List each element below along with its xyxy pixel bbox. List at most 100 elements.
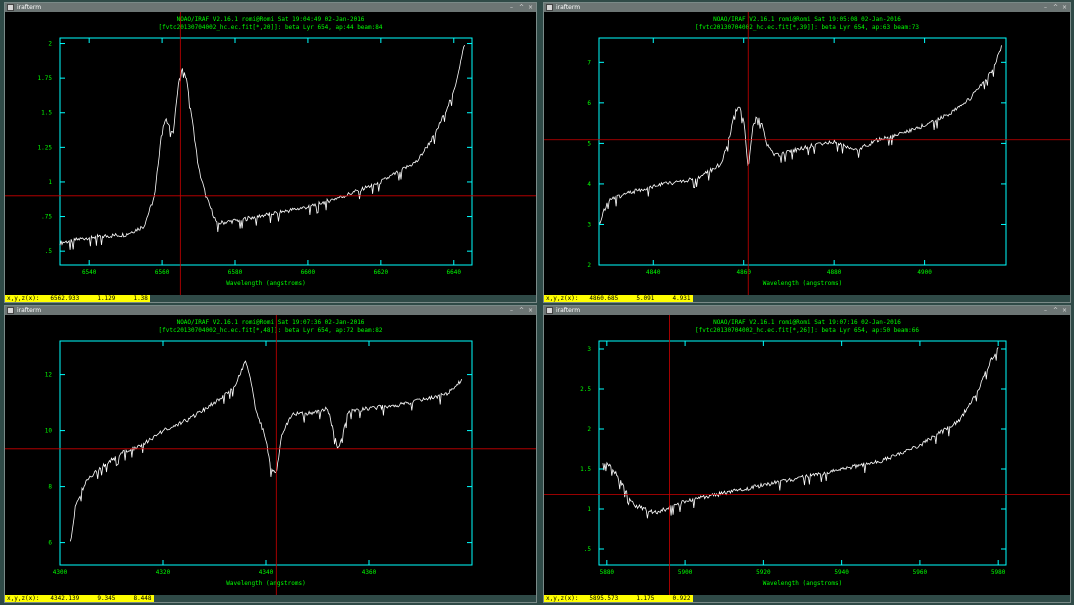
plot-background (5, 315, 536, 595)
x-tick-label: 5980 (991, 569, 1006, 576)
cursor-readout: x,y,z(x): 6562.933 1.129 1.38 (5, 295, 150, 302)
status-bar: x,y,z(x): 4860.685 5.091 4.931 (544, 295, 1070, 302)
x-tick-label: 6560 (155, 269, 170, 276)
y-tick-label: 2 (48, 41, 52, 48)
spectrum-chart[interactable]: NOAO/IRAF V2.16.1 romi@Romi Sat 19:04:49… (5, 12, 536, 295)
y-tick-label: 7 (587, 59, 591, 66)
readout-x: 4342.139 (50, 595, 80, 602)
plot-header-line2: [fvtc20130704002_hc.ec.fit[*,20]]: beta … (159, 24, 383, 31)
close-icon[interactable]: × (527, 4, 534, 11)
x-tick-label: 5960 (913, 569, 928, 576)
window-title: irafterm (17, 4, 42, 11)
x-axis-label: Wavelength (angstroms) (226, 580, 305, 587)
spectrum-line (598, 45, 1002, 224)
y-tick-label: 1 (587, 506, 591, 513)
irafterm-window-4[interactable]: irafterm – ^ × NOAO/IRAF V2.16.1 romi@Ro… (543, 305, 1071, 603)
irafterm-window-1[interactable]: irafterm – ^ × NOAO/IRAF V2.16.1 romi@Ro… (4, 2, 537, 303)
x-tick-label: 5880 (600, 569, 615, 576)
spectrum-chart[interactable]: NOAO/IRAF V2.16.1 romi@Romi Sat 19:07:36… (5, 315, 536, 595)
y-tick-label: 5 (587, 140, 591, 147)
spectrum-line (69, 360, 463, 542)
readout-x: 6562.933 (50, 295, 80, 302)
y-tick-label: 3 (587, 346, 591, 353)
plot-header-line1: NOAO/IRAF V2.16.1 romi@Romi Sat 19:04:49… (177, 16, 365, 23)
minimize-icon[interactable]: – (1044, 4, 1047, 11)
readout-y: 9.345 (97, 595, 116, 602)
plot-area[interactable]: NOAO/IRAF V2.16.1 romi@Romi Sat 19:07:36… (5, 315, 536, 595)
close-icon[interactable]: × (527, 307, 534, 314)
plot-header-line1: NOAO/IRAF V2.16.1 romi@Romi Sat 19:07:36… (177, 319, 365, 326)
terminal-icon (546, 307, 553, 314)
y-tick-label: 2 (587, 426, 591, 433)
readout-z: 0.922 (672, 595, 691, 602)
y-tick-label: .75 (41, 214, 52, 221)
readout-label: x,y,z(x): (546, 295, 579, 302)
readout-y: 1.129 (97, 295, 116, 302)
plot-area[interactable]: NOAO/IRAF V2.16.1 romi@Romi Sat 19:04:49… (5, 12, 536, 295)
maximize-icon[interactable]: ^ (1052, 307, 1059, 314)
y-tick-label: 1.5 (41, 110, 52, 117)
y-tick-label: 1.5 (580, 466, 591, 473)
cursor-readout: x,y,z(x): 4342.139 9.345 8.448 (5, 595, 154, 602)
spectrum-chart[interactable]: NOAO/IRAF V2.16.1 romi@Romi Sat 19:07:16… (544, 315, 1070, 595)
axes-frame (59, 37, 473, 266)
cursor-readout: x,y,z(x): 5895.573 1.175 0.922 (544, 595, 693, 602)
readout-label: x,y,z(x): (546, 595, 579, 602)
title-bar[interactable]: irafterm – ^ × (544, 306, 1070, 315)
cursor-readout: x,y,z(x): 4860.685 5.091 4.931 (544, 295, 693, 302)
readout-x: 4860.685 (589, 295, 619, 302)
minimize-icon[interactable]: – (1044, 307, 1047, 314)
x-tick-label: 4300 (53, 569, 68, 576)
spectrum-line (602, 347, 999, 519)
y-tick-label: 1.75 (38, 75, 53, 82)
terminal-icon (546, 4, 553, 11)
maximize-icon[interactable]: ^ (1052, 4, 1059, 11)
plot-area[interactable]: NOAO/IRAF V2.16.1 romi@Romi Sat 19:05:08… (544, 12, 1070, 295)
x-axis-label: Wavelength (angstroms) (763, 280, 842, 287)
y-tick-label: 2.5 (580, 386, 591, 393)
spectrum-line (59, 44, 466, 250)
readout-z: 8.448 (133, 595, 152, 602)
y-tick-label: 10 (45, 428, 53, 435)
y-tick-label: 8 (48, 484, 52, 491)
x-tick-label: 4860 (736, 269, 751, 276)
status-bar: x,y,z(x): 5895.573 1.175 0.922 (544, 595, 1070, 602)
plot-area[interactable]: NOAO/IRAF V2.16.1 romi@Romi Sat 19:07:16… (544, 315, 1070, 595)
maximize-icon[interactable]: ^ (518, 307, 525, 314)
title-bar[interactable]: irafterm – ^ × (544, 3, 1070, 12)
status-bar: x,y,z(x): 4342.139 9.345 8.448 (5, 595, 536, 602)
y-tick-label: .5 (45, 248, 53, 255)
x-tick-label: 5900 (678, 569, 693, 576)
axes-frame (598, 37, 1007, 266)
readout-z: 1.38 (133, 295, 148, 302)
close-icon[interactable]: × (1061, 307, 1068, 314)
title-bar[interactable]: irafterm – ^ × (5, 3, 536, 12)
terminal-icon (7, 4, 14, 11)
axes-frame (598, 340, 1007, 566)
irafterm-window-3[interactable]: irafterm – ^ × NOAO/IRAF V2.16.1 romi@Ro… (4, 305, 537, 603)
title-bar[interactable]: irafterm – ^ × (5, 306, 536, 315)
x-tick-label: 4880 (827, 269, 842, 276)
readout-label: x,y,z(x): (7, 595, 40, 602)
minimize-icon[interactable]: – (510, 307, 513, 314)
plot-header-line1: NOAO/IRAF V2.16.1 romi@Romi Sat 19:05:08… (713, 16, 901, 23)
close-icon[interactable]: × (1061, 4, 1068, 11)
readout-z: 4.931 (672, 295, 691, 302)
x-tick-label: 6580 (228, 269, 243, 276)
readout-y: 1.175 (636, 595, 655, 602)
plot-background (544, 315, 1070, 595)
y-tick-label: 1 (48, 179, 52, 186)
irafterm-window-2[interactable]: irafterm – ^ × NOAO/IRAF V2.16.1 romi@Ro… (543, 2, 1071, 303)
spectrum-chart[interactable]: NOAO/IRAF V2.16.1 romi@Romi Sat 19:05:08… (544, 12, 1070, 295)
y-tick-label: 1.25 (38, 144, 53, 151)
y-tick-label: 6 (587, 100, 591, 107)
maximize-icon[interactable]: ^ (518, 4, 525, 11)
y-tick-label: 6 (48, 540, 52, 547)
x-axis-label: Wavelength (angstroms) (226, 280, 305, 287)
status-bar: x,y,z(x): 6562.933 1.129 1.38 (5, 295, 536, 302)
minimize-icon[interactable]: – (510, 4, 513, 11)
y-tick-label: 4 (587, 181, 591, 188)
y-tick-label: 2 (587, 262, 591, 269)
terminal-icon (7, 307, 14, 314)
x-tick-label: 5920 (756, 569, 771, 576)
